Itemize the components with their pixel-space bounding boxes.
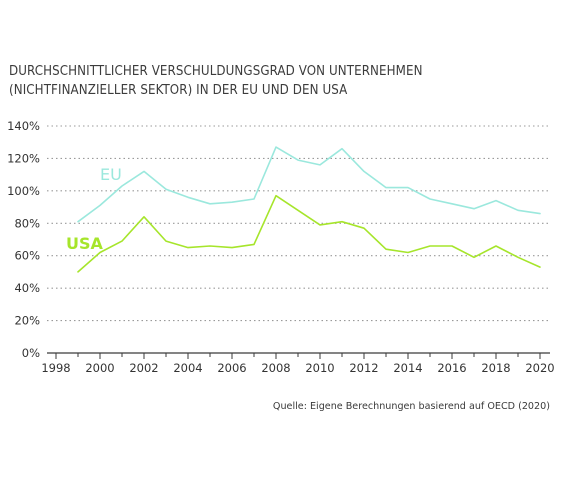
x-tick-label: 1998: [41, 361, 70, 375]
gridlines: [47, 125, 550, 322]
source-note: Quelle: Eigene Berechnungen basierend au…: [272, 401, 550, 412]
x-tick-label: 2012: [349, 361, 378, 375]
series-label-usa: USA: [66, 234, 104, 253]
x-tick-label: 2018: [481, 361, 510, 375]
y-tick-label: 80%: [14, 216, 40, 230]
x-axis: 1998 2000 2002 2004 2006 2008 2010 2012 2014 2016…: [41, 352, 555, 375]
y-tick-label: 20%: [14, 314, 40, 328]
x-tick-label: 2010: [305, 361, 334, 375]
series-line-eu: [77, 146, 541, 223]
chart-title-line-2: (NICHTFINANZIELLER SEKTOR) IN DER EU UND…: [9, 83, 348, 98]
chart-title-line-1: DURCHSCHNITTLICHER VERSCHULDUNGSGRAD VON…: [9, 64, 423, 79]
x-tick-label: 2000: [85, 361, 114, 375]
series-label-eu: EU: [100, 165, 122, 184]
y-tick-label: 120%: [7, 151, 40, 165]
y-tick-label: 100%: [7, 184, 40, 198]
y-tick-label: 60%: [14, 249, 40, 263]
x-tick-label: 2008: [261, 361, 290, 375]
x-tick-label: 2020: [525, 361, 554, 375]
series-labels: EU USA: [66, 165, 122, 253]
y-tick-label: 40%: [14, 281, 40, 295]
chart-title: DURCHSCHNITTLICHER VERSCHULDUNGSGRAD VON…: [9, 62, 423, 100]
series-line-usa: [77, 194, 541, 273]
x-tick-label: 2004: [173, 361, 202, 375]
x-tick-label: 2016: [437, 361, 466, 375]
x-tick-label: 2014: [393, 361, 422, 375]
x-tick-label: 2006: [217, 361, 246, 375]
y-axis-tick-labels: 0% 20% 40% 60% 80% 100% 120% 140%: [7, 119, 40, 360]
series-lines: [77, 146, 541, 273]
y-tick-label: 140%: [7, 119, 40, 133]
x-tick-label: 2002: [129, 361, 158, 375]
y-tick-label: 0%: [22, 346, 40, 360]
